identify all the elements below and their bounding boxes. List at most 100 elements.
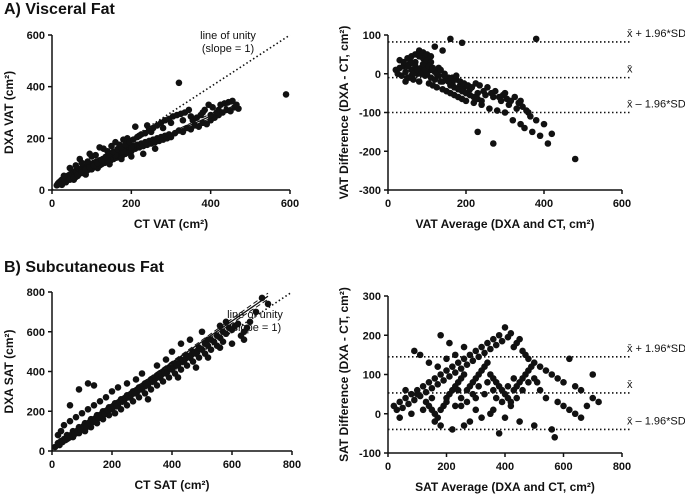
data-point xyxy=(90,382,98,389)
unity-line-label: line of unity xyxy=(200,30,256,42)
data-point xyxy=(197,111,205,119)
data-point xyxy=(509,116,517,124)
y-axis-label: DXA VAT (cm²) xyxy=(2,71,16,154)
unity-line xyxy=(51,34,291,190)
y-tick-label: -100 xyxy=(359,108,381,120)
data-point xyxy=(189,358,197,365)
x-tick-label: 0 xyxy=(385,461,391,473)
data-point xyxy=(102,394,110,401)
data-point xyxy=(60,172,68,180)
x-tick-label: 0 xyxy=(385,198,391,210)
plot-marks xyxy=(51,34,291,190)
data-point xyxy=(96,144,103,151)
data-point xyxy=(192,364,200,371)
data-point xyxy=(434,363,442,370)
data-point xyxy=(408,410,415,418)
data-point xyxy=(132,123,139,131)
data-point xyxy=(135,394,143,401)
data-point xyxy=(138,370,146,377)
data-point xyxy=(207,346,215,353)
data-point xyxy=(589,371,597,378)
data-point xyxy=(478,343,485,351)
data-point xyxy=(510,375,518,382)
data-point xyxy=(233,101,240,109)
data-point xyxy=(481,349,488,357)
data-point xyxy=(162,356,170,363)
data-point xyxy=(90,401,98,409)
data-point xyxy=(460,422,468,429)
data-point xyxy=(548,130,556,138)
x-axis-label: SAT Average (DXA and CT, cm²) xyxy=(415,480,595,494)
data-point xyxy=(536,386,544,394)
data-point xyxy=(460,355,468,363)
data-point xyxy=(396,414,404,421)
unity-line-label: (slope = 1) xyxy=(229,322,281,334)
data-point xyxy=(108,142,115,150)
data-point xyxy=(179,116,187,124)
data-point xyxy=(75,386,83,393)
plot-marks xyxy=(51,291,293,451)
data-point xyxy=(566,355,573,363)
data-point xyxy=(96,398,104,405)
data-point xyxy=(554,375,561,382)
data-point xyxy=(463,398,471,406)
data-point xyxy=(195,354,203,361)
data-point xyxy=(153,382,161,389)
data-point xyxy=(566,406,573,414)
data-point xyxy=(425,359,433,367)
data-point xyxy=(66,417,74,425)
data-point xyxy=(118,155,125,163)
data-point xyxy=(446,339,453,347)
data-point xyxy=(440,377,447,384)
data-point xyxy=(501,414,509,421)
data-point xyxy=(484,84,491,91)
data-point xyxy=(511,93,519,101)
data-point xyxy=(177,340,185,347)
data-point xyxy=(422,388,430,396)
data-point xyxy=(533,379,541,386)
data-point xyxy=(219,338,227,345)
y-tick-label: 100 xyxy=(363,30,381,42)
data-point xyxy=(92,151,99,159)
data-point xyxy=(411,347,418,355)
y-tick-label: -200 xyxy=(359,146,381,158)
data-point xyxy=(475,382,482,390)
data-point xyxy=(521,124,528,132)
data-point xyxy=(528,363,535,370)
data-point xyxy=(530,422,538,429)
data-point xyxy=(128,144,135,151)
data-point xyxy=(209,104,216,111)
data-point xyxy=(513,105,520,112)
data-point xyxy=(490,335,497,343)
data-point xyxy=(577,414,585,421)
y-tick-label: 200 xyxy=(363,330,381,342)
x-axis-label: CT VAT (cm²) xyxy=(134,217,208,231)
data-point xyxy=(84,405,92,413)
data-point xyxy=(415,78,423,85)
data-point xyxy=(457,365,465,372)
data-point xyxy=(84,158,91,165)
x-tick-label: 0 xyxy=(49,198,55,210)
data-point xyxy=(507,329,515,337)
data-point xyxy=(498,398,506,406)
data-point xyxy=(234,320,242,328)
data-point xyxy=(542,367,550,374)
data-point xyxy=(504,382,512,390)
data-point xyxy=(454,386,462,394)
data-point xyxy=(78,159,86,167)
data-point xyxy=(589,394,597,402)
x-tick-label: 600 xyxy=(223,459,241,471)
data-point xyxy=(185,106,193,114)
data-point xyxy=(396,398,404,406)
data-point xyxy=(595,398,602,406)
y-tick-label: 600 xyxy=(27,327,45,339)
plot-marks xyxy=(392,35,579,163)
data-point xyxy=(204,336,212,344)
data-point xyxy=(413,390,421,398)
data-point xyxy=(492,341,500,349)
data-point xyxy=(463,361,471,368)
data-point xyxy=(159,378,167,385)
data-point xyxy=(123,380,131,387)
data-point xyxy=(583,402,591,410)
data-point xyxy=(402,68,409,76)
